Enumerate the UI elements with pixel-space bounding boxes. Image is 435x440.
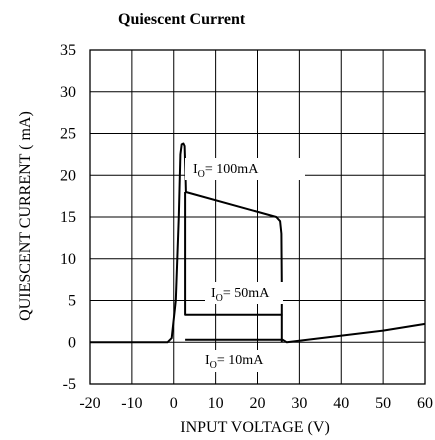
y-tick-label: 30 <box>60 84 76 101</box>
grid <box>89 49 426 385</box>
x-axis-label: INPUT VOLTAGE (V) <box>180 419 330 436</box>
y-tick-label: 0 <box>68 334 76 351</box>
x-tick-label: -10 <box>121 395 142 412</box>
y-tick-label: 15 <box>60 209 76 226</box>
annotation-100ma: IO= 100mA <box>193 162 259 180</box>
series-line-1 <box>184 192 283 316</box>
y-tick-label: 25 <box>60 126 76 143</box>
x-tick-label: 10 <box>208 395 224 412</box>
x-tick-label: 40 <box>333 395 349 412</box>
x-tick-label: 60 <box>417 395 433 412</box>
annotation-10ma-bg <box>200 350 284 372</box>
y-tick-label: 10 <box>60 251 76 268</box>
annotation-100ma-bg <box>185 158 305 180</box>
y-tick-label: 20 <box>60 167 76 184</box>
annotation-10ma: IO= 10mA <box>205 353 264 371</box>
x-tick-label: 0 <box>170 395 178 412</box>
annotation-50ma-bg <box>205 282 283 304</box>
chart-title: Quiescent Current <box>118 11 246 28</box>
series-lines <box>90 142 426 344</box>
y-tick-label: 5 <box>68 293 76 310</box>
series-line-0 <box>90 142 283 344</box>
annotation-50ma: IO= 50mA <box>211 286 270 304</box>
x-tick-label: 30 <box>291 395 307 412</box>
y-axis-label: QUIESCENT CURRENT ( mA) <box>17 111 34 321</box>
x-tick-label: 50 <box>375 395 391 412</box>
x-tick-label: 20 <box>250 395 266 412</box>
x-tick-label: -20 <box>79 395 100 412</box>
y-tick-label: 35 <box>60 42 76 59</box>
y-tick-label: -5 <box>63 376 76 393</box>
x-tick-labels: -20 -10 0 10 20 30 40 50 60 <box>79 395 433 412</box>
plot-frame <box>89 49 426 385</box>
series-line-2 <box>185 322 426 344</box>
y-tick-labels: -5 0 5 10 15 20 25 30 35 <box>60 42 76 393</box>
